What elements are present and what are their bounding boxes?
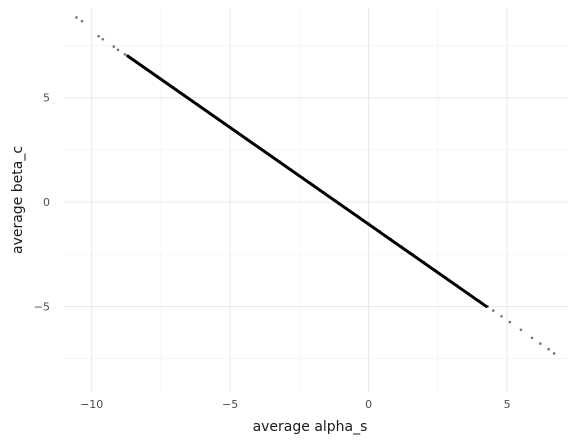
data-point <box>80 19 84 23</box>
data-point <box>300 176 304 179</box>
data-point <box>245 137 249 141</box>
minor-gridlines <box>64 8 568 392</box>
data-point <box>500 314 503 318</box>
data-point <box>167 83 171 87</box>
data-point <box>256 145 260 149</box>
data-point <box>378 230 381 233</box>
x-tick-label: −5 <box>222 398 238 411</box>
x-axis-title: average alpha_s <box>253 419 368 435</box>
data-point <box>129 56 132 60</box>
data-point <box>478 299 481 303</box>
data-point <box>190 99 193 102</box>
data-point <box>345 207 348 210</box>
major-gridlines <box>64 8 568 392</box>
y-axis-tick-labels: −5 0 5 <box>34 92 50 314</box>
data-point <box>334 199 337 202</box>
data-point <box>116 48 120 52</box>
data-point <box>97 34 100 38</box>
data-point <box>444 276 448 279</box>
data-point <box>223 122 226 125</box>
data-points <box>75 16 556 355</box>
y-tick-label: 0 <box>43 196 50 209</box>
data-point <box>289 168 293 171</box>
data-point <box>123 53 127 56</box>
data-point <box>278 160 282 164</box>
data-point <box>356 214 359 218</box>
x-tick-label: 0 <box>365 398 372 411</box>
y-axis-title: average beta_c <box>10 146 26 254</box>
y-tick-label: 5 <box>43 92 50 105</box>
data-point <box>530 336 534 340</box>
data-point <box>491 309 495 312</box>
data-point <box>411 253 415 256</box>
data-point <box>422 260 426 264</box>
data-point <box>156 75 160 79</box>
x-axis-tick-labels: −10 −5 0 5 <box>80 398 510 411</box>
data-point <box>539 342 542 345</box>
data-point <box>75 16 78 19</box>
data-point <box>400 245 404 249</box>
x-tick-label: −10 <box>80 398 103 411</box>
y-tick-label: −5 <box>34 300 50 313</box>
data-point <box>433 268 437 272</box>
data-point <box>547 347 550 351</box>
data-point <box>389 237 393 241</box>
dense-point-band <box>126 54 488 308</box>
data-point <box>467 291 470 295</box>
data-point <box>179 91 182 94</box>
data-point <box>137 62 141 66</box>
data-point <box>519 328 523 332</box>
data-point <box>508 320 512 324</box>
x-tick-label: 5 <box>504 398 511 411</box>
data-point <box>201 106 204 110</box>
data-point <box>486 305 489 308</box>
data-point <box>311 183 315 187</box>
data-point <box>101 38 105 41</box>
data-point <box>267 152 271 156</box>
dense-point-band-line <box>126 54 488 308</box>
data-point <box>112 45 116 48</box>
data-point <box>212 114 215 118</box>
data-point <box>455 284 459 287</box>
data-point <box>234 129 237 133</box>
data-point <box>145 68 149 71</box>
data-point <box>367 222 370 225</box>
data-point <box>323 191 326 194</box>
data-point <box>552 352 556 355</box>
